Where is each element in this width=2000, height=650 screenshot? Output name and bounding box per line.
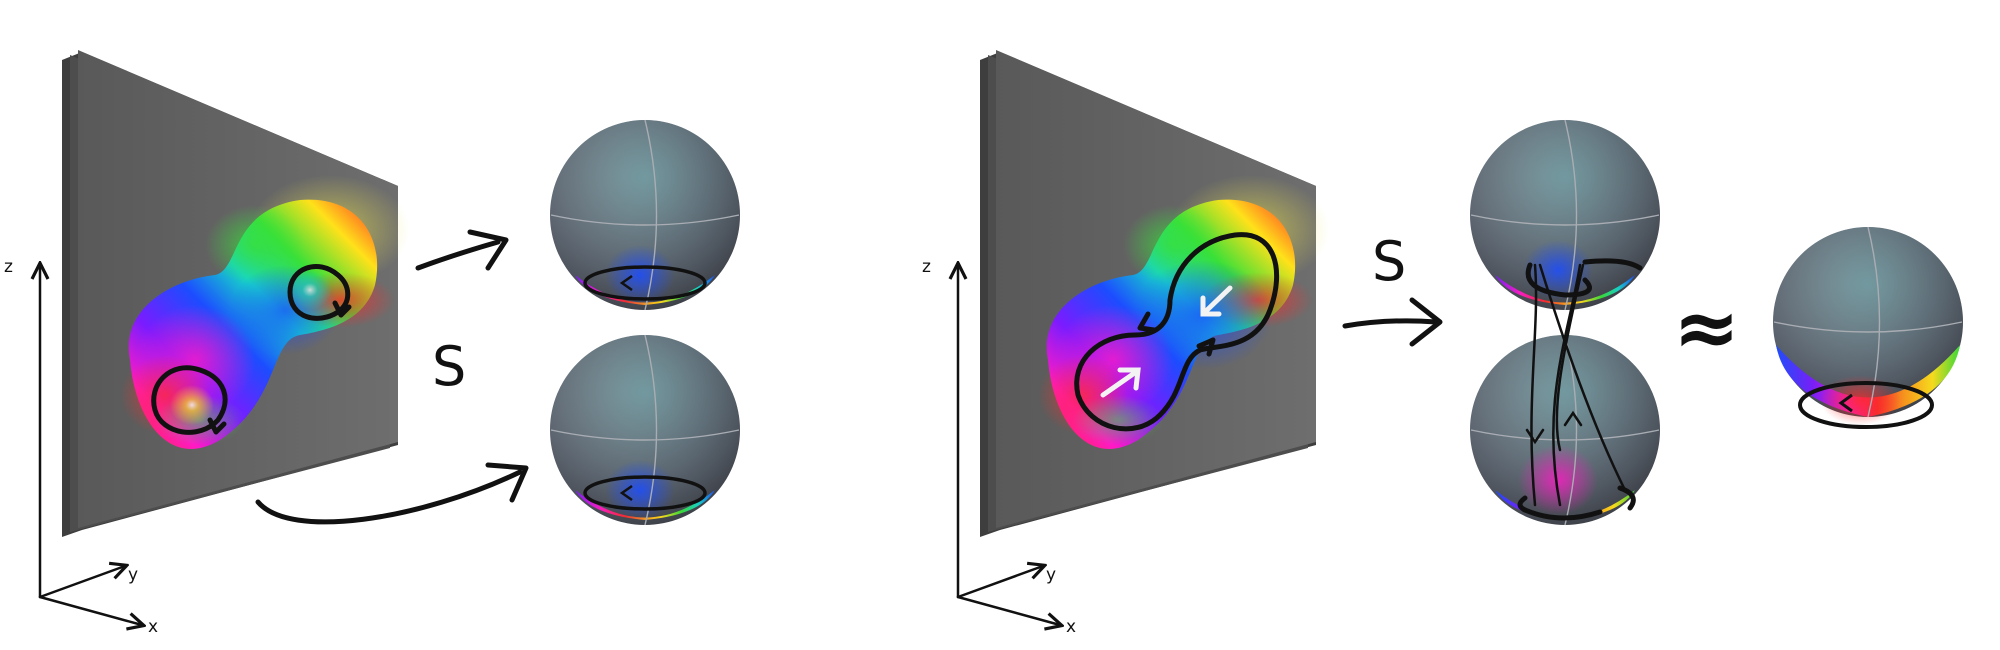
z-axis-label: z — [4, 257, 13, 277]
left-axes: z y x — [4, 257, 158, 637]
left-sphere-bottom — [550, 334, 740, 526]
white-arrow-lower — [1100, 369, 1139, 398]
white-arrow-lower-head — [1117, 367, 1141, 391]
right-slab — [980, 50, 1330, 537]
left-sphere-top — [550, 119, 740, 311]
arrow-to-top-sphere-head — [467, 229, 509, 271]
crossing-strands — [1525, 263, 1627, 507]
arrow-to-spheres-head — [1409, 297, 1443, 347]
right-sphere-top — [1470, 119, 1660, 311]
right-axes: z y x — [922, 257, 1076, 637]
right-sphere-bottom — [1470, 334, 1660, 526]
loop-arrow-lower — [1196, 337, 1216, 357]
white-arrow-upper-head — [1200, 295, 1222, 317]
arrow-to-bottom-sphere — [255, 469, 523, 525]
y-axis-label: y — [1046, 565, 1056, 585]
x-axis-label: x — [1066, 617, 1076, 637]
x-axis — [38, 595, 142, 625]
x-axis — [956, 595, 1060, 625]
left-map-arrows: S — [255, 229, 529, 525]
right-color-blob — [1038, 175, 1330, 449]
white-arrow-upper — [1202, 285, 1233, 315]
right-sphere-equivalent — [1773, 226, 1963, 429]
left-panel: z y x — [4, 50, 740, 637]
approx-symbol: ≈ — [1673, 281, 1740, 374]
loop-arrow-upper — [1137, 311, 1157, 333]
loop-upper-arrow — [332, 300, 352, 318]
loop-upper-vortex — [287, 264, 351, 321]
right-panel: z y x — [922, 50, 1963, 637]
map-label-s-right: S — [1372, 230, 1406, 293]
y-axis — [956, 566, 1043, 599]
arrow-to-spheres — [1342, 318, 1439, 329]
x-axis-label: x — [148, 617, 158, 637]
figure-eight-loop — [1074, 232, 1279, 432]
loop-lower-arrow — [207, 417, 227, 435]
right-map-arrow: S — [1342, 230, 1443, 347]
arrow-to-bottom-sphere-head — [485, 462, 529, 503]
y-axis-label: y — [128, 565, 138, 585]
map-label-s: S — [432, 335, 466, 398]
z-axis-label: z — [922, 257, 931, 277]
left-slab — [62, 50, 410, 537]
loop-lower-vortex — [151, 365, 228, 435]
y-axis — [38, 566, 125, 599]
arrow-to-top-sphere — [415, 239, 501, 271]
